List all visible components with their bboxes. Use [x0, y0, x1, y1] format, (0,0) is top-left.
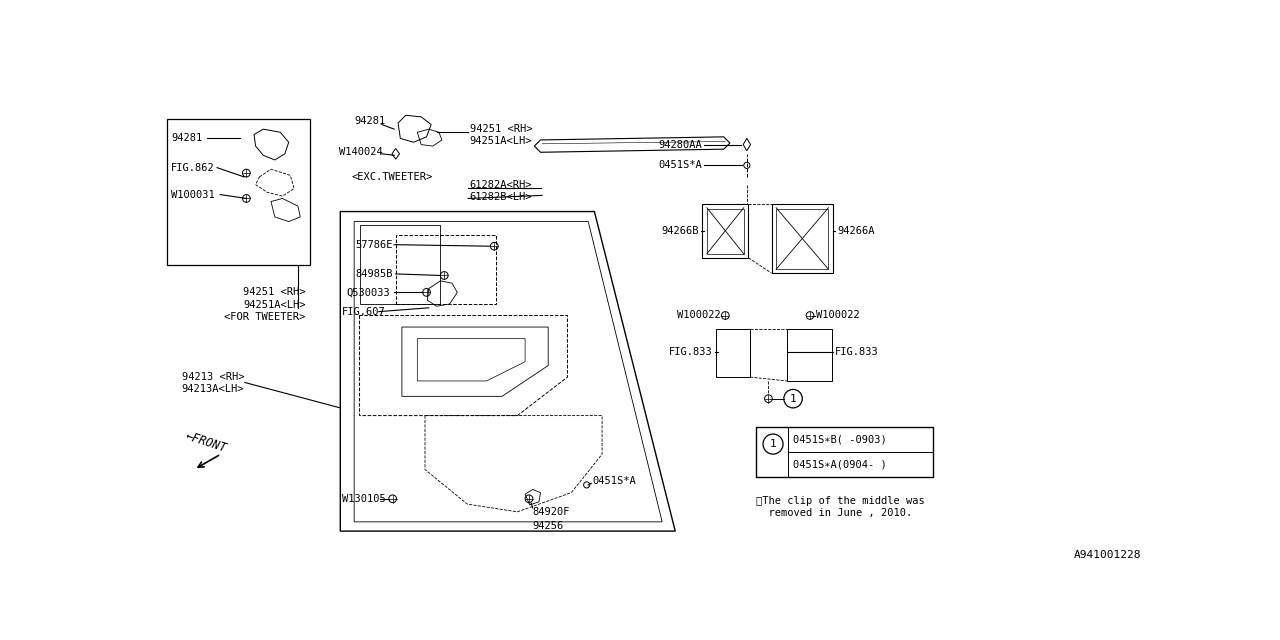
Text: 94251A<LH>: 94251A<LH> — [243, 300, 306, 310]
Text: FIG.607: FIG.607 — [342, 307, 385, 317]
Text: <EXC.TWEETER>: <EXC.TWEETER> — [352, 172, 433, 182]
Text: 0451S*A: 0451S*A — [658, 161, 703, 170]
Bar — [756, 427, 933, 477]
Text: 84920F: 84920F — [532, 507, 571, 517]
Text: A941001228: A941001228 — [1074, 550, 1140, 561]
Text: 1: 1 — [790, 394, 796, 404]
Text: ←FRONT: ←FRONT — [183, 430, 228, 455]
Text: FIG.833: FIG.833 — [835, 348, 878, 358]
Text: 94266B: 94266B — [662, 226, 699, 236]
Text: 1: 1 — [769, 439, 777, 449]
Text: 94281: 94281 — [172, 133, 202, 143]
Text: 0451S∗B( -0903): 0451S∗B( -0903) — [794, 435, 887, 445]
Text: 61282A<RH>: 61282A<RH> — [470, 180, 532, 189]
Text: W100031: W100031 — [172, 189, 215, 200]
Text: <FOR TWEETER>: <FOR TWEETER> — [224, 312, 306, 322]
Text: 84985B: 84985B — [356, 269, 393, 279]
Text: 0451S∗A(0904- ): 0451S∗A(0904- ) — [794, 460, 887, 470]
Text: FIG.833: FIG.833 — [669, 348, 713, 358]
Bar — [396, 235, 495, 304]
Bar — [776, 209, 828, 269]
Text: W130105: W130105 — [342, 494, 385, 504]
Text: 94280AA: 94280AA — [658, 140, 703, 150]
Text: 94256: 94256 — [532, 522, 564, 531]
Text: 94251 <RH>: 94251 <RH> — [243, 287, 306, 298]
Text: 94213 <RH>: 94213 <RH> — [182, 372, 244, 382]
Text: 94266A: 94266A — [837, 226, 874, 236]
Bar — [168, 119, 310, 266]
Text: 0451S*A: 0451S*A — [593, 476, 636, 486]
Text: W100022: W100022 — [677, 310, 721, 321]
Text: ※The clip of the middle was
  removed in June , 2010.: ※The clip of the middle was removed in J… — [756, 497, 925, 518]
Text: 61282B<LH>: 61282B<LH> — [470, 192, 532, 202]
Text: 94213A<LH>: 94213A<LH> — [182, 385, 244, 394]
Text: FIG.862: FIG.862 — [172, 163, 215, 173]
Text: W140024: W140024 — [339, 147, 383, 157]
Bar — [707, 209, 744, 254]
Text: W100022: W100022 — [817, 310, 860, 321]
Text: Q530033: Q530033 — [347, 287, 390, 298]
Text: 94251 <RH>: 94251 <RH> — [470, 124, 532, 134]
Text: 57786E: 57786E — [356, 239, 393, 250]
Text: 94251A<LH>: 94251A<LH> — [470, 136, 532, 147]
Text: 94281: 94281 — [355, 116, 385, 127]
